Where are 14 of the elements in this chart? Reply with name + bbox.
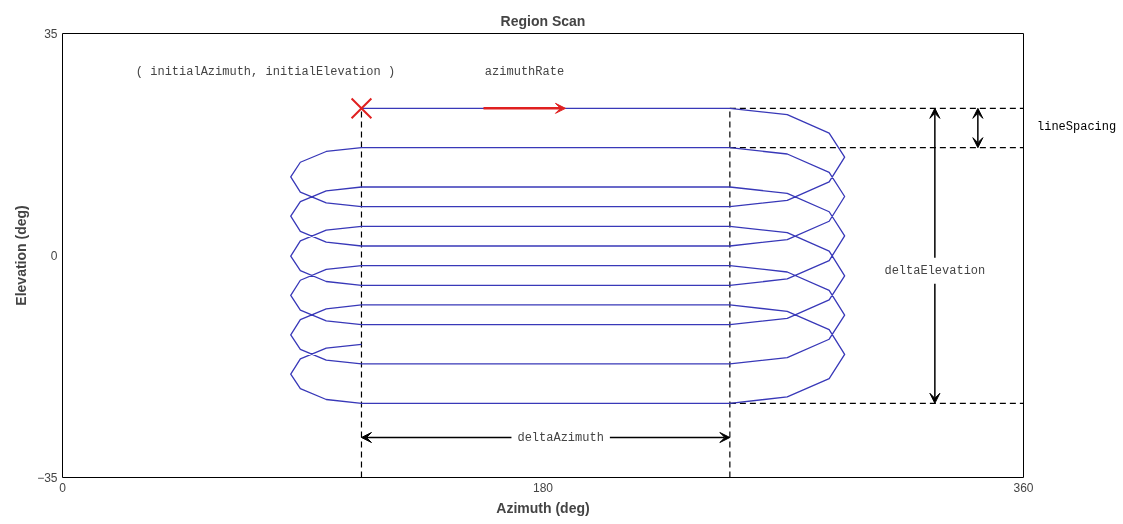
annotation: deltaAzimuth <box>517 430 604 445</box>
y-tick-label: 0 <box>50 249 58 263</box>
annotation: deltaElevation <box>884 263 986 278</box>
text: lineSpacing <box>1037 119 1117 136</box>
y-axis-title: Elevation (deg) <box>13 205 30 306</box>
annotation: azimuthRate <box>484 65 565 80</box>
annotation: ( initialAzimuth, initialElevation ) <box>135 65 396 80</box>
y-tick-label: 35 <box>44 27 58 41</box>
y-tick-label: −35 <box>37 471 58 485</box>
x-tick-label: 360 <box>1013 480 1034 495</box>
x-tick-label: 180 <box>532 480 554 495</box>
x-axis-title: Azimuth (deg) <box>496 499 590 516</box>
chart-title: Region Scan <box>500 12 586 29</box>
line-series <box>290 107 846 404</box>
